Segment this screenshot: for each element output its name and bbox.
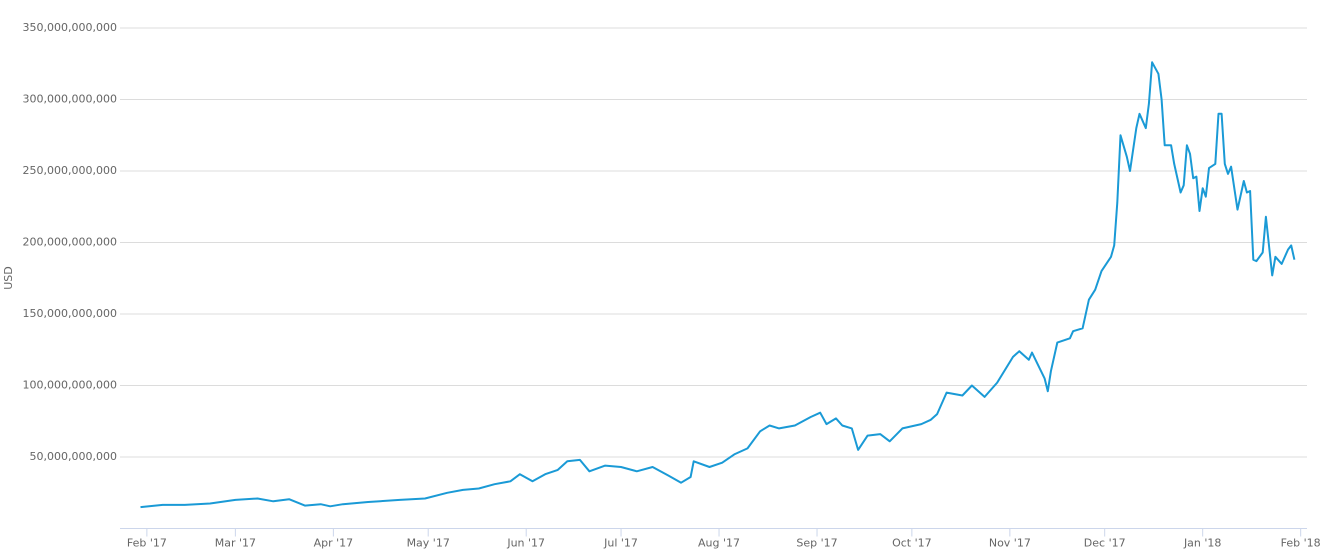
x-tick-label: Feb '18	[1281, 537, 1321, 550]
x-tick-label: Jun '17	[506, 537, 545, 550]
x-tick-label: Dec '17	[1084, 537, 1126, 550]
x-tick-label: Jan '18	[1183, 537, 1221, 550]
x-tick-label: Feb '17	[127, 537, 167, 550]
x-tick-label: May '17	[407, 537, 450, 550]
x-tick-label: Nov '17	[989, 537, 1031, 550]
y-tick-label: 250,000,000,000	[23, 164, 117, 177]
data-line	[140, 61, 1296, 509]
x-tick-label: Jul '17	[603, 537, 638, 550]
x-tick-label: Mar '17	[215, 537, 256, 550]
x-tick-label: Sep '17	[796, 537, 837, 550]
x-tick-label: Oct '17	[892, 537, 932, 550]
x-tick-label: Apr '17	[314, 537, 354, 550]
y-tick-label: 50,000,000,000	[30, 450, 117, 463]
y-tick-label: 300,000,000,000	[23, 93, 117, 106]
y-tick-label: 150,000,000,000	[23, 307, 117, 320]
y-tick-label: 100,000,000,000	[23, 379, 117, 392]
y-tick-label: 200,000,000,000	[23, 236, 117, 249]
x-tick-label: Aug '17	[698, 537, 740, 550]
y-axis-label: USD	[2, 266, 15, 290]
y-tick-label: 350,000,000,000	[23, 21, 117, 34]
